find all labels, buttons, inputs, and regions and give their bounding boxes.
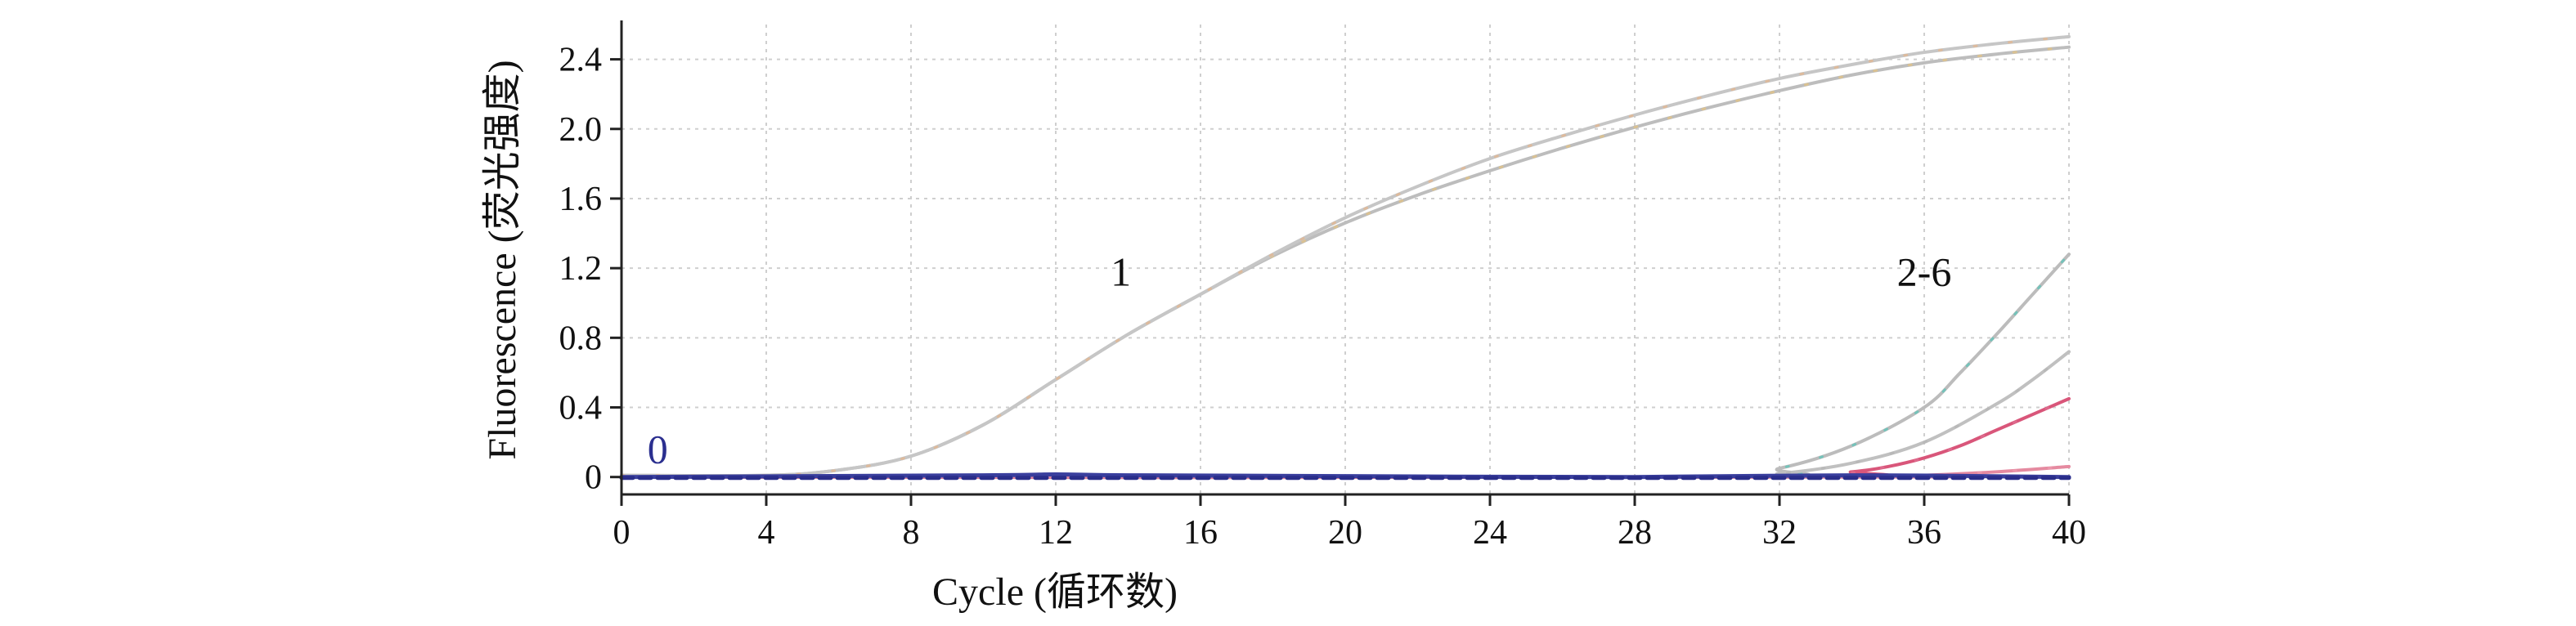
x-tick-label: 36	[1907, 514, 1941, 552]
x-tick-label: 32	[1762, 514, 1797, 552]
y-tick-label: 1.2	[559, 250, 603, 288]
y-tick-labels: 0 0.4 0.8 1.2 1.6 2.0 2.4	[559, 42, 603, 497]
y-tick-label: 0	[585, 459, 602, 497]
x-axis-label: Cycle (循环数)	[932, 570, 1178, 614]
x-tick-label: 8	[903, 514, 920, 552]
x-tick-label: 4	[758, 514, 775, 552]
y-tick-label: 0.4	[559, 390, 603, 427]
curve-label-3: 0	[648, 427, 668, 472]
x-tick-label: 28	[1618, 514, 1652, 552]
x-tick-label: 40	[2052, 514, 2086, 552]
x-tick-label: 12	[1039, 514, 1073, 552]
series-lines	[619, 34, 2071, 481]
annotations: 1 2-6 0	[648, 248, 1952, 472]
x-tick-label: 16	[1183, 514, 1218, 552]
y-tick-label: 0.8	[559, 320, 603, 357]
y-tick-label: 2.0	[559, 111, 603, 149]
y-axis-label: Fluorescence (荧光强度)	[481, 60, 524, 459]
axes	[610, 20, 2071, 506]
curve-label-2: 2-6	[1897, 248, 1952, 294]
curve-label-1: 1	[1111, 248, 1131, 294]
y-tick-label: 1.6	[559, 181, 603, 218]
x-tick-labels: 0 4 8 12 16 20 24 28 32 36 40	[613, 514, 2087, 552]
y-tick-label: 2.4	[559, 42, 603, 79]
x-tick-label: 24	[1473, 514, 1507, 552]
x-tick-label: 0	[613, 514, 631, 552]
x-tick-label: 20	[1328, 514, 1362, 552]
series-accent-2	[620, 35, 2071, 477]
